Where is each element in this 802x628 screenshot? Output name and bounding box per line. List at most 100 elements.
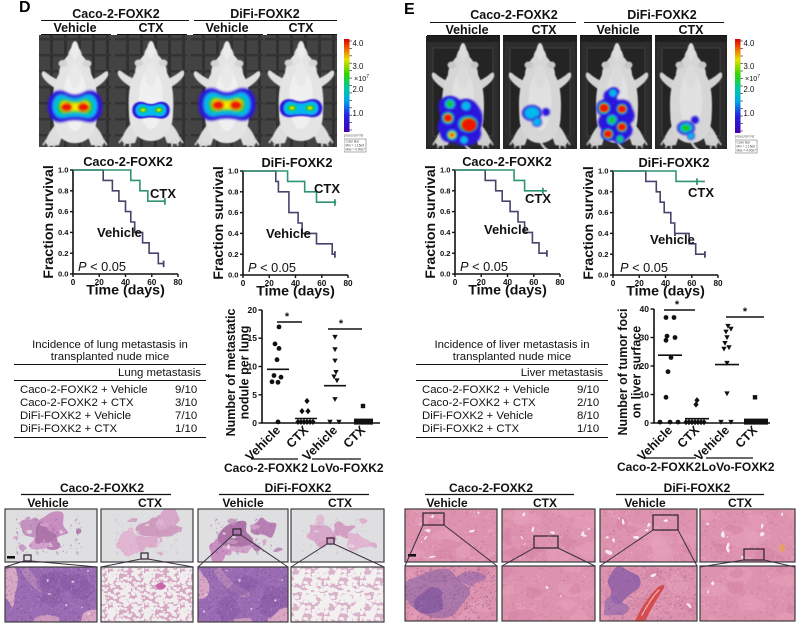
svg-text:40: 40 (661, 279, 671, 288)
svg-text:2.0: 2.0 (353, 85, 365, 94)
svg-text:Time (days): Time (days) (626, 284, 705, 300)
svg-text:20: 20 (635, 279, 645, 288)
svg-text:0.4: 0.4 (440, 228, 451, 237)
svg-text:60: 60 (317, 279, 327, 288)
svg-text:CTX: CTX (728, 496, 752, 510)
svg-text:0.6: 0.6 (440, 207, 451, 216)
svg-text:0.2: 0.2 (598, 250, 609, 259)
svg-text:CTX: CTX (533, 496, 557, 510)
svg-text:0.8: 0.8 (440, 186, 451, 195)
svg-text:CTX: CTX (150, 186, 176, 201)
svg-text:on liver surface: on liver surface (630, 326, 644, 418)
svg-text:1.0: 1.0 (744, 109, 756, 118)
svg-text:nodule per lung: nodule per lung (238, 326, 252, 420)
svg-text:0.2: 0.2 (228, 250, 239, 259)
svg-text:0.0: 0.0 (598, 271, 609, 280)
svg-text:10: 10 (640, 390, 650, 400)
svg-text:CTX: CTX (138, 496, 162, 510)
svg-text:0: 0 (611, 279, 616, 288)
svg-text:0.0: 0.0 (58, 270, 69, 279)
svg-text:Color Bar: Color Bar (346, 140, 360, 144)
svg-text:1.0: 1.0 (598, 167, 609, 176)
svg-text:4.0: 4.0 (353, 39, 365, 48)
svg-text:15: 15 (248, 333, 258, 343)
svg-text:0.6: 0.6 (228, 208, 239, 217)
svg-text:Fraction survival: Fraction survival (211, 166, 227, 280)
svg-text:Vehicle: Vehicle (650, 232, 695, 247)
svg-text:DiFi-FOXK2: DiFi-FOXK2 (664, 481, 731, 495)
svg-text:0.8: 0.8 (598, 187, 609, 196)
svg-text:40: 40 (640, 304, 650, 314)
svg-text:Number of tumor foci: Number of tumor foci (616, 308, 630, 435)
svg-text:DiFi-FOXK2: DiFi-FOXK2 (265, 481, 332, 495)
svg-text:LoVo-FOXK2: LoVo-FOXK2 (310, 461, 383, 475)
svg-text:10: 10 (248, 362, 258, 372)
svg-text:CTX: CTX (733, 423, 761, 451)
svg-text:0.4: 0.4 (58, 228, 69, 237)
svg-text:P < 0.05: P < 0.05 (460, 259, 508, 274)
svg-text:1.0: 1.0 (353, 109, 365, 118)
svg-text:20: 20 (248, 305, 258, 315)
svg-text:P < 0.05: P < 0.05 (248, 260, 296, 275)
svg-text:Min = 1.15e6: Min = 1.15e6 (346, 144, 365, 148)
svg-text:0.4: 0.4 (598, 229, 609, 238)
svg-text:0.6: 0.6 (598, 208, 609, 217)
svg-text:LoVo-FOXK2: LoVo-FOXK2 (701, 460, 774, 474)
svg-text:20: 20 (95, 278, 105, 287)
svg-text:DiFi-FOXK2: DiFi-FOXK2 (638, 155, 709, 170)
svg-text:Vehicle: Vehicle (624, 496, 666, 510)
svg-text:0.2: 0.2 (440, 249, 451, 258)
svg-text:0.0: 0.0 (440, 270, 451, 279)
svg-text:×107: ×107 (745, 74, 760, 83)
svg-text:80: 80 (173, 278, 183, 287)
svg-text:*: * (285, 311, 290, 323)
svg-text:P < 0.05: P < 0.05 (620, 260, 668, 275)
svg-text:2.0: 2.0 (744, 85, 756, 94)
svg-text:Min = 1.15e6: Min = 1.15e6 (737, 145, 756, 149)
svg-text:Vehicle: Vehicle (97, 225, 142, 240)
svg-text:Vehicle: Vehicle (27, 496, 69, 510)
svg-text:0.8: 0.8 (58, 186, 69, 195)
svg-text:3.0: 3.0 (744, 62, 756, 71)
svg-text:CTX: CTX (328, 496, 352, 510)
svg-text:CTX: CTX (525, 191, 551, 206)
svg-text:Vehicle: Vehicle (426, 496, 468, 510)
svg-text:20: 20 (640, 361, 650, 371)
svg-text:P < 0.05: P < 0.05 (78, 259, 126, 274)
svg-text:5: 5 (252, 390, 257, 400)
svg-text:Time (days): Time (days) (468, 283, 547, 299)
svg-text:p/sec/cm²/sr: p/sec/cm²/sr (344, 134, 364, 138)
svg-text:60: 60 (529, 278, 539, 287)
svg-text:80: 80 (555, 278, 565, 287)
svg-text:4.0: 4.0 (744, 39, 756, 48)
svg-text:80: 80 (343, 279, 353, 288)
svg-text:Vehicle: Vehicle (222, 496, 264, 510)
svg-text:CTX: CTX (314, 181, 340, 196)
svg-text:Caco-2-FOXK2: Caco-2-FOXK2 (83, 154, 173, 169)
svg-text:DiFi-FOXK2: DiFi-FOXK2 (261, 155, 332, 170)
svg-text:0: 0 (252, 418, 257, 428)
svg-text:Vehicle: Vehicle (266, 226, 311, 241)
svg-text:Max = 4.00e7: Max = 4.00e7 (737, 149, 757, 153)
svg-text:p/sec/cm²/sr: p/sec/cm²/sr (735, 135, 755, 139)
svg-text:0: 0 (644, 418, 649, 428)
svg-text:Max = 4.00e7: Max = 4.00e7 (346, 148, 366, 152)
svg-text:0: 0 (71, 278, 76, 287)
svg-text:0.4: 0.4 (228, 229, 239, 238)
svg-text:3.0: 3.0 (353, 62, 365, 71)
svg-text:20: 20 (477, 278, 487, 287)
svg-text:Fraction survival: Fraction survival (423, 165, 439, 279)
svg-text:Caco-2-FOXK2: Caco-2-FOXK2 (617, 460, 701, 474)
svg-text:40: 40 (121, 278, 131, 287)
svg-text:0: 0 (453, 278, 458, 287)
svg-text:Fraction survival: Fraction survival (581, 166, 597, 280)
svg-text:Time (days): Time (days) (86, 283, 165, 299)
svg-text:60: 60 (147, 278, 157, 287)
svg-text:1.0: 1.0 (228, 167, 239, 176)
svg-text:Color Bar: Color Bar (737, 141, 751, 145)
svg-text:0.2: 0.2 (58, 249, 69, 258)
svg-text:Number of metastatic: Number of metastatic (224, 309, 238, 437)
svg-text:0.0: 0.0 (228, 271, 239, 280)
svg-text:Caco-2-FOXK2: Caco-2-FOXK2 (449, 481, 533, 495)
svg-text:*: * (743, 306, 748, 318)
